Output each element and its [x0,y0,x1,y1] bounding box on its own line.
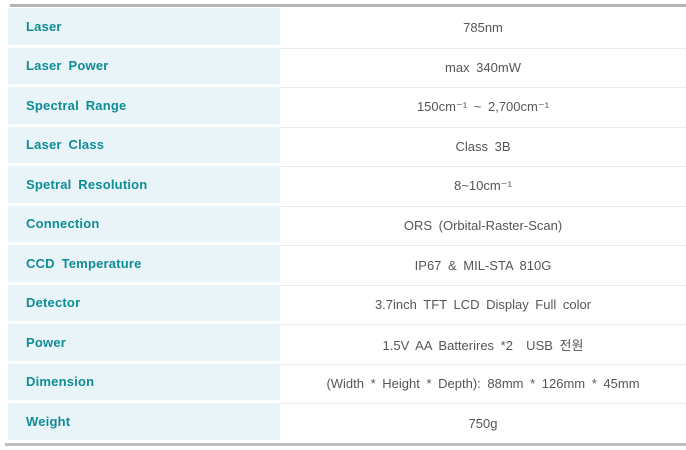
row-value: 150cm⁻¹ ~ 2,700cm⁻¹ [280,87,686,127]
row-value: 750g [280,403,686,443]
row-value: 8~10cm⁻¹ [280,166,686,206]
table-row: Spectral Range 150cm⁻¹ ~ 2,700cm⁻¹ [8,87,686,127]
row-value: ORS (Orbital-Raster-Scan) [280,205,686,246]
table-row: Laser 785nm [8,8,686,48]
table-row: Laser Class Class 3B [8,126,686,167]
table-row: Dimension (Width * Height * Depth): 88mm… [8,363,686,404]
row-label: Laser [8,8,280,48]
row-value: IP67 & MIL-STA 810G [280,245,686,285]
table-row: Detector 3.7inch TFT LCD Display Full co… [8,284,686,325]
table-row: Spetral Resolution 8~10cm⁻¹ [8,166,686,206]
row-value: 785nm [463,20,503,36]
table-row: Weight 750g [8,403,686,443]
table-row: Laser Power max 340mW [8,47,686,88]
row-label: Laser Class [8,126,280,166]
row-label: Dimension [8,363,280,403]
specifications-table: Laser 785nm Laser Power max 340mW Spectr… [8,8,686,443]
top-horizontal-rule [10,4,686,7]
bottom-horizontal-rule [5,443,686,446]
table-row: Connection ORS (Orbital-Raster-Scan) [8,205,686,246]
row-label: Connection [8,205,280,245]
row-value: Class 3B [280,126,686,167]
table-row: CCD Temperature IP67 & MIL-STA 810G [8,245,686,285]
row-value: 1.5V AA Batterires *2 USB 전원 [280,324,686,364]
row-label: Power [8,324,280,364]
row-value: 3.7inch TFT LCD Display Full color [280,284,686,325]
row-label: CCD Temperature [8,245,280,285]
row-label: Weight [8,403,280,443]
row-label: Laser Power [8,47,280,87]
row-value: (Width * Height * Depth): 88mm * 126mm *… [280,363,686,404]
row-label: Spectral Range [8,87,280,127]
row-value: max 340mW [280,47,686,88]
table-row: Power 1.5V AA Batterires *2 USB 전원 [8,324,686,364]
row-label: Detector [8,284,280,324]
row-label: Spetral Resolution [8,166,280,206]
